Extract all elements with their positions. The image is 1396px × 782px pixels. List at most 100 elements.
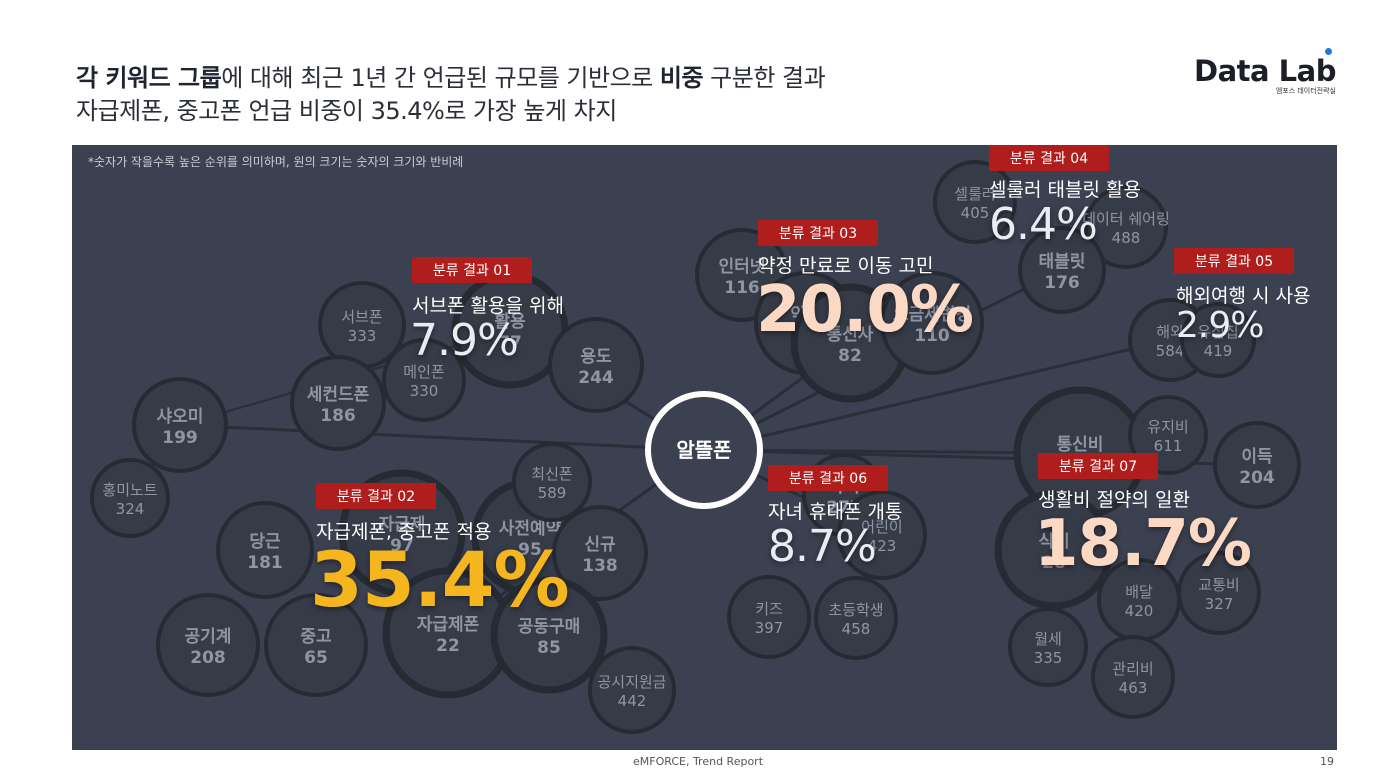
bubble-label: 해외 [1156,323,1184,341]
bubble-circle [264,593,368,697]
bubble-label: 최신폰 [531,465,572,483]
result-percentage: 6.4% [989,199,1098,250]
headline-bold-1: 각 키워드 그룹 [76,64,222,92]
bubble-label: 당근 [249,532,281,552]
bubble-circle [548,317,644,413]
bubble-value: 488 [1112,229,1141,247]
bubble-label: 자급제폰 [417,615,480,635]
result-percentage: 8.7% [768,521,877,572]
bubble-value: 95 [518,540,542,560]
bubble-circle [382,338,466,422]
bubble-label: 통신사 [827,325,874,345]
bubble-value: 199 [162,428,198,448]
bubble-circle [994,490,1114,610]
bubble-label: 초등학생 [828,601,883,619]
bubble-label: 용도 [580,347,612,367]
headline-bold-2: 비중 [659,64,704,92]
headline-text-1: 에 대해 최근 1년 간 언급된 규모를 기반으로 [221,64,660,92]
bubble-value: 138 [582,556,618,576]
result-percentage: 7.9% [410,315,519,366]
bubble-value: 110 [914,326,950,346]
bubble-label: 공기계 [185,627,232,647]
result-label: 생활비 절약의 일환 [1038,489,1190,511]
result-tag: 분류 결과 07 [1038,453,1158,479]
result-label: 서브폰 활용을 위해 [412,295,564,317]
bubble-map-panel: 서브폰 333 활용 77 메인폰 330 용도 244 세컨드폰 186 샤오미 199 홍미노트 32… [72,145,1337,750]
bubble-value: 82 [838,346,862,366]
logo-dot-icon [1325,48,1332,55]
bubble-label: 샤오미 [157,407,204,427]
bubble-circle [880,271,984,375]
bubble-circle [216,501,314,599]
bubble-circle [1018,226,1106,314]
bubble-label: 신규 [584,535,616,555]
bubble-value: 244 [578,368,614,388]
bubble-label: 유심칩 [1197,323,1238,341]
footnote: *숫자가 작을수록 높은 순위를 의미하며, 원의 크기는 숫자의 크기와 반비… [88,155,464,169]
bubble-circle [814,576,898,660]
bubble-label: 이득 [1241,447,1273,467]
result-label: 자급제폰, 중고폰 적용 [316,521,492,543]
bubble-label: 데이터 쉐어링 [1082,210,1170,228]
bubble-label: 월세 [1034,630,1062,648]
bubble-label: 홍미노트 [102,481,157,499]
page-number: 19 [1320,755,1334,768]
bubble-circle [1177,551,1261,635]
bubble-circle [933,160,1017,244]
result-tag: 분류 결과 02 [316,483,436,509]
bubble-value: 181 [247,553,283,573]
bubble-value: 65 [304,648,328,668]
result-percentage: 35.4% [310,535,570,624]
bubble-label: 공시지원금 [597,673,666,691]
bubble-value: 28 [1042,553,1066,573]
bubble-label: 세컨드폰 [307,385,370,405]
bubble-label: 메인폰 [403,363,444,381]
bubble-value: 335 [1034,649,1063,667]
bubble-value: 584 [1156,342,1185,360]
result-label: 해외여행 시 사용 [1176,285,1311,307]
bubble-circle [90,458,170,538]
bubble-label: 배달 [1125,583,1153,601]
bubble-value: 423 [868,537,897,555]
bubble-label: 자급제 [379,515,426,535]
bubble-value: 458 [842,620,871,638]
bubble-value: 85 [537,638,561,658]
bubble-circle [132,377,228,473]
bubble-value: 186 [320,406,356,426]
bubble-label: 중고 [300,627,332,647]
bubble-value: 333 [348,327,377,345]
bubble-value: 97 [390,536,414,556]
result-label: 셀룰러 태블릿 활용 [989,179,1141,201]
bubble-label: 키즈 [755,600,783,618]
bubble-value: 420 [1125,602,1154,620]
bubble-label: 요금제변경 [893,305,971,325]
result-tag: 분류 결과 04 [989,145,1109,171]
center-circle [645,391,763,509]
bubble-value: 327 [1205,595,1234,613]
bubble-value: 324 [116,500,145,518]
bubble-value: 589 [538,484,567,502]
footer-text: eMFORCE, Trend Report [632,755,764,768]
